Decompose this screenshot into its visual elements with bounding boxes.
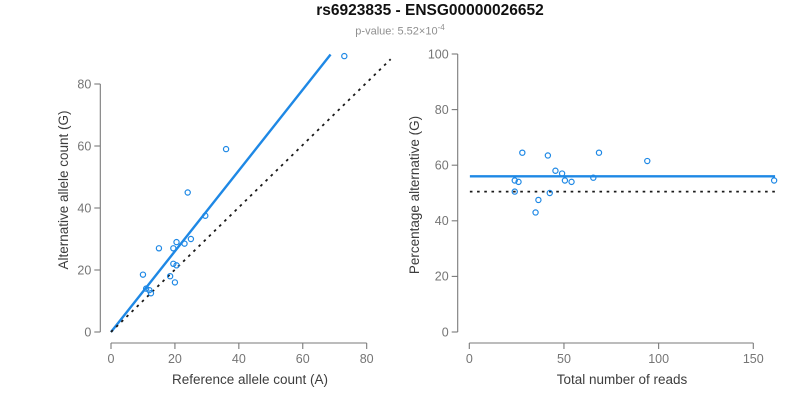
x-tick-label: 0 <box>108 352 115 366</box>
p-value-text: p-value: 5.52×10 <box>355 25 438 38</box>
identity-line <box>110 58 392 333</box>
x-axis-label: Total number of reads <box>557 372 688 387</box>
data-point <box>222 145 230 153</box>
data-point <box>519 149 526 156</box>
y-tick-label: 80 <box>435 103 449 117</box>
data-point <box>552 167 559 174</box>
y-axis-label: Percentage alternative (G) <box>407 116 422 274</box>
data-point <box>568 178 575 186</box>
y-tick-label: 80 <box>77 77 91 91</box>
y-tick-label: 40 <box>435 214 449 228</box>
y-tick-label: 20 <box>77 263 91 277</box>
allele-count-scatter: 0 20 40 60 80 0 20 40 60 80 Reference allele count… <box>56 52 392 387</box>
x-tick-label: 40 <box>232 352 246 366</box>
y-tick-label: 40 <box>77 201 91 215</box>
x-tick-label: 80 <box>360 352 374 366</box>
data-point <box>173 262 180 269</box>
data-point <box>511 177 518 184</box>
data-point <box>558 170 566 177</box>
y-tick-label: 100 <box>428 47 449 61</box>
x-tick-label: 0 <box>466 352 473 366</box>
data-point <box>644 157 651 165</box>
data-point <box>544 152 552 159</box>
p-value-exponent: -4 <box>437 23 445 32</box>
x-tick-label: 50 <box>557 352 571 366</box>
data-point <box>535 196 542 204</box>
data-point <box>171 279 179 286</box>
data-point <box>142 285 150 292</box>
data-point <box>202 212 209 219</box>
data-point <box>590 174 597 181</box>
y-tick-label: 60 <box>77 139 91 153</box>
data-point <box>532 209 539 216</box>
x-tick-label: 100 <box>648 352 669 366</box>
p-value-subtitle: p-value: 5.52×10-4 <box>355 23 444 38</box>
data-point <box>173 238 180 246</box>
data-point <box>770 177 778 184</box>
data-point <box>155 245 163 252</box>
x-axis-label: Reference allele count (A) <box>172 372 328 387</box>
data-point <box>170 260 177 267</box>
data-point <box>146 286 153 294</box>
data-point <box>139 271 147 278</box>
y-tick-label: 0 <box>84 325 91 339</box>
plot-title: rs6923835 - ENSG00000026652 <box>316 2 544 19</box>
data-point <box>170 245 177 252</box>
percentage-scatter: 0 20 40 60 80 100 0 50 100 150 Total number of rea… <box>407 47 778 387</box>
x-tick-label: 20 <box>168 352 182 366</box>
data-point <box>511 188 518 195</box>
y-tick-label: 60 <box>435 159 449 173</box>
data-point <box>166 273 174 280</box>
data-point <box>341 52 348 60</box>
data-point <box>181 240 188 247</box>
y-tick-label: 0 <box>442 325 449 339</box>
y-tick-label: 20 <box>435 270 449 284</box>
data-point <box>187 235 195 243</box>
data-point <box>561 177 569 184</box>
data-point <box>184 189 191 196</box>
data-point <box>147 290 155 297</box>
data-point <box>515 178 522 186</box>
data-point <box>595 149 603 156</box>
data-point <box>546 189 553 197</box>
x-tick-label: 150 <box>743 352 764 366</box>
x-tick-label: 60 <box>296 352 310 366</box>
y-axis-label: Alternative allele count (G) <box>56 110 71 269</box>
